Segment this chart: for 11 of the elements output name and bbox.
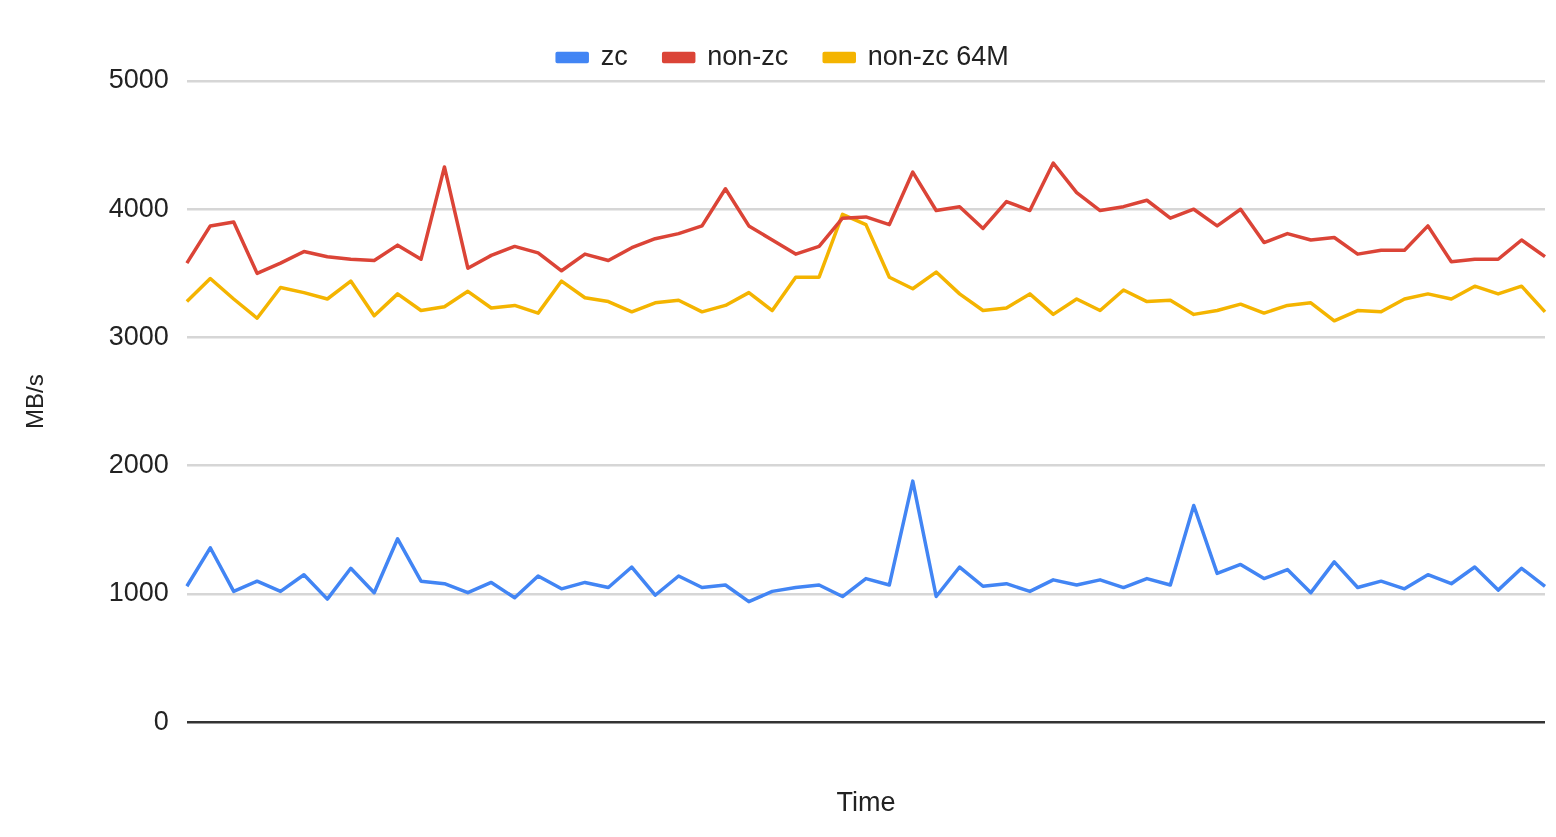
- y-tick-label: 0: [153, 705, 169, 736]
- y-axis-title: MB/s: [21, 374, 49, 429]
- y-tick-label: 4000: [108, 192, 169, 223]
- y-tick-label: 1000: [108, 577, 169, 608]
- legend-label: non-zc 64M: [867, 40, 1009, 71]
- x-axis-title: Time: [836, 787, 896, 818]
- y-tick-label: 3000: [108, 320, 169, 351]
- y-tick-label: 5000: [108, 64, 169, 95]
- y-tick-label: 2000: [108, 449, 169, 480]
- legend-label: non-zc: [707, 40, 789, 71]
- legend-label: zc: [600, 40, 628, 71]
